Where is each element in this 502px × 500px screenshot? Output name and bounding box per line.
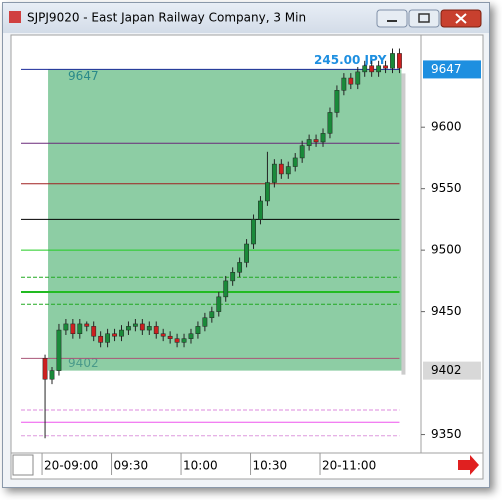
candle-body: [278, 163, 284, 175]
price-axis: [420, 34, 484, 454]
candle-body: [42, 358, 48, 380]
minimize-button[interactable]: [376, 9, 408, 28]
range-box: [48, 69, 402, 371]
close-glyph: [455, 13, 467, 24]
candle-body: [265, 182, 270, 202]
candle-body: [153, 326, 159, 334]
candle-body: [244, 243, 249, 263]
price-marker: [423, 60, 481, 79]
y-tick-label: 9350: [431, 427, 462, 441]
candle-body: [237, 262, 243, 273]
box-high-label: 9647: [68, 69, 99, 83]
y-tick-label: 9450: [431, 304, 462, 318]
candle-body: [167, 335, 173, 339]
box-annotation: 245.00 JPY: [314, 53, 387, 67]
x-tick-label: 10:30: [253, 459, 288, 473]
candle-body: [209, 311, 215, 319]
candle-body: [132, 323, 138, 327]
candle-body: [327, 112, 333, 134]
x-tick-label: 20-11:00: [322, 459, 376, 473]
candle-body: [91, 326, 97, 337]
candle-body: [306, 139, 312, 146]
candle-body: [299, 145, 305, 159]
candle-body: [341, 77, 347, 91]
corner-box[interactable]: [12, 454, 34, 476]
candle-body: [56, 329, 62, 371]
y-tick-label: 9600: [431, 120, 462, 134]
candle-body: [313, 139, 319, 143]
candle-body: [119, 329, 124, 337]
candle-body: [84, 323, 90, 327]
candle-body: [77, 323, 83, 334]
candle-body: [49, 370, 55, 380]
candle-body: [369, 65, 375, 73]
maximize-button[interactable]: [408, 9, 440, 28]
candle-body: [334, 90, 340, 113]
candle-body: [216, 296, 222, 312]
candle-body: [188, 333, 194, 339]
candle-body: [292, 157, 298, 167]
candle-body: [230, 272, 236, 282]
candle-body: [320, 133, 326, 143]
candle-body: [223, 280, 229, 298]
y-tick-label: 9500: [431, 243, 462, 257]
window-title: SJPJ9020 - East Japan Railway Company, 3…: [27, 11, 306, 25]
maximize-glyph: [418, 13, 430, 23]
candle-body: [285, 166, 291, 175]
candle-body: [181, 338, 187, 343]
candle-body: [258, 200, 263, 220]
candle-body: [195, 326, 201, 334]
candle-body: [105, 333, 110, 343]
price-marker: [423, 361, 481, 380]
candle-body: [139, 323, 145, 331]
app-icon: [9, 11, 21, 23]
candle-body: [146, 326, 152, 331]
candle-body: [390, 53, 395, 69]
title-bar: [3, 3, 489, 33]
candle-body: [112, 333, 117, 337]
price-marker-label: 9647: [431, 62, 462, 76]
price-marker-label: 9402: [431, 363, 462, 377]
candle-body: [160, 333, 166, 337]
candle-body: [126, 326, 131, 331]
candle-body: [251, 219, 256, 245]
candle-body: [70, 323, 76, 334]
candle-body: [202, 317, 208, 327]
x-tick-label: 20-09:00: [44, 459, 98, 473]
candle-body: [383, 65, 388, 69]
candle-body: [362, 65, 368, 73]
scroll-arrow[interactable]: [458, 455, 479, 475]
y-tick-label: 9550: [431, 181, 462, 195]
x-tick-label: 09:30: [114, 459, 149, 473]
candle-body: [355, 71, 361, 85]
x-tick-label: 10:00: [183, 459, 218, 473]
chart-window: SJPJ9020 - East Japan Railway Company, 3…: [3, 3, 489, 480]
window: SJPJ9020 - East Japan Railway Company, 3…: [2, 2, 490, 488]
candle-body: [98, 335, 104, 343]
box-low-label: 9402: [68, 356, 99, 370]
candle-body: [348, 77, 354, 85]
candle-body: [271, 163, 277, 183]
candle-body: [397, 53, 402, 69]
time-axis: [10, 452, 484, 480]
candle-body: [63, 323, 69, 331]
candle-body: [376, 65, 382, 73]
candle-body: [174, 338, 180, 343]
box-shadow: [401, 73, 406, 375]
